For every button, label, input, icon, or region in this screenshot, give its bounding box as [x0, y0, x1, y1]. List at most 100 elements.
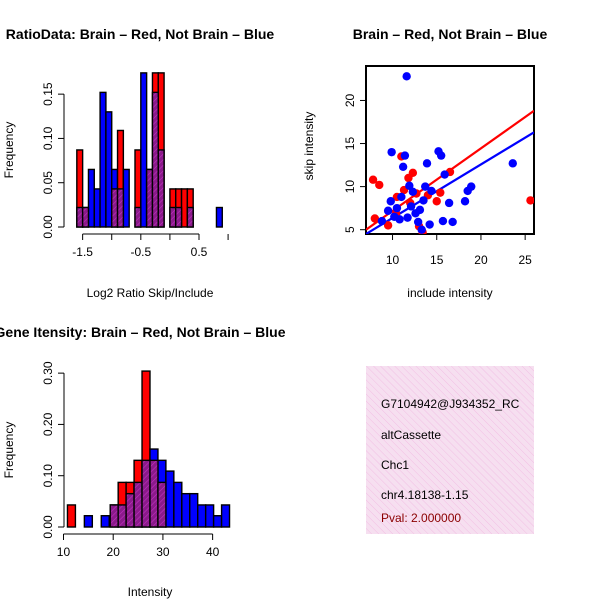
not-brain-point — [422, 159, 432, 168]
not-brain-bar — [87, 168, 95, 228]
not-brain-bar — [189, 492, 199, 528]
not-brain-bar — [181, 492, 191, 528]
info-panel-background — [366, 366, 534, 534]
overlap-bar — [133, 481, 143, 528]
overlap-bar — [141, 459, 151, 528]
info-probe-id: G7104942@J934352_RC — [381, 397, 520, 411]
info-event-type: altCassette — [381, 428, 441, 442]
not-brain-bar — [140, 72, 148, 228]
ratio-histogram-panel: RatioData: Brain – Red, Not Brain – Blue… — [2, 26, 274, 300]
x-tick-label: 25 — [518, 253, 532, 267]
not-brain-point — [415, 205, 425, 215]
brain-bar — [180, 188, 189, 228]
not-brain-point — [402, 72, 411, 81]
not-brain-point — [392, 203, 402, 213]
scatter-xlabel: include intensity — [407, 286, 492, 300]
y-tick-label: 0.00 — [41, 515, 55, 539]
x-tick-label: -1.5 — [72, 245, 93, 259]
not-brain-point — [421, 182, 430, 191]
not-brain-bar — [204, 504, 215, 528]
not-brain-point — [400, 151, 410, 160]
not-brain-bar — [122, 168, 130, 228]
intensity-histogram-title: Gene Itensity: Brain – Red, Not Brain – … — [0, 324, 286, 340]
not-brain-point — [444, 198, 454, 208]
y-tick-label: 0.05 — [41, 171, 55, 195]
y-tick-label: 20 — [343, 93, 357, 107]
overlap-bar — [134, 206, 142, 228]
intensity-histogram-xlabel: Intensity — [128, 585, 173, 599]
x-tick-label: -0.5 — [130, 245, 151, 259]
not-brain-point — [448, 217, 457, 227]
intensity-scatter-panel: Brain – Red, Not Brain – Blue 10 15 20 2551… — [302, 26, 547, 300]
overlap-bar — [116, 188, 125, 228]
not-brain-point — [408, 187, 418, 196]
brain-point — [370, 214, 380, 223]
scatter-axes: 10 15 20 25 5 10 15 20 — [343, 65, 535, 267]
not-brain-point — [438, 216, 448, 226]
overlap-bar — [175, 206, 183, 228]
brain-point — [368, 175, 378, 184]
not-brain-bar — [197, 504, 207, 528]
overlap-bar — [125, 492, 135, 528]
x-tick-label: 10 — [57, 545, 71, 559]
brain-point — [526, 196, 534, 205]
y-tick-label: 0.20 — [41, 412, 55, 436]
not-brain-point — [383, 206, 393, 215]
ratio-histogram-title: RatioData: Brain – Red, Not Brain – Blue — [6, 26, 275, 42]
ratio-histogram-bars — [76, 72, 223, 228]
not-brain-point — [386, 197, 395, 206]
scatter-title: Brain – Red, Not Brain – Blue — [353, 26, 548, 42]
intensity-histogram-axes: 10 20 30 40 0.00 0.10 0.20 0.30 — [41, 361, 220, 559]
overlap-bar — [117, 504, 127, 528]
not-brain-point — [377, 216, 387, 226]
not-brain-point — [397, 192, 406, 202]
x-tick-label: 20 — [107, 545, 121, 559]
not-brain-point — [417, 225, 426, 234]
overlap-bar — [186, 206, 194, 228]
brain-point — [432, 197, 441, 206]
overlap-bar — [145, 168, 154, 228]
not-brain-bar — [93, 188, 101, 228]
brain-point — [408, 168, 418, 178]
y-tick-label: 0.30 — [41, 361, 55, 385]
ratio-histogram-axes: -1.5 -0.5 0.5 0.00 0.05 0.10 0.15 — [41, 82, 229, 259]
x-tick-label: 40 — [206, 545, 220, 559]
not-brain-point — [413, 217, 423, 227]
y-tick-label: 0.15 — [41, 82, 55, 106]
info-panel: G7104942@J934352_RC altCassette Chc1 chr… — [366, 366, 534, 534]
x-tick-label: 30 — [156, 545, 170, 559]
intensity-histogram-ylabel: Frequency — [2, 422, 16, 479]
overlap-bar — [157, 481, 167, 528]
y-tick-label: 15 — [343, 137, 357, 151]
not-brain-point — [467, 182, 476, 191]
not-brain-point — [387, 147, 396, 157]
not-brain-point — [440, 170, 449, 179]
info-pval: Pval: 2.000000 — [381, 511, 461, 525]
overlap-bar — [151, 91, 159, 228]
overlap-bar — [111, 188, 119, 228]
info-gene: Chc1 — [381, 458, 409, 472]
y-tick-label: 0.10 — [41, 464, 55, 488]
overlap-bar — [81, 206, 90, 228]
x-tick-label: 0.5 — [191, 245, 208, 259]
x-tick-label: 15 — [430, 253, 444, 267]
y-tick-label: 10 — [343, 180, 357, 194]
overlap-bar — [169, 206, 177, 228]
ratio-histogram-xlabel: Log2 Ratio Skip/Include — [87, 286, 214, 300]
overlap-bar — [157, 149, 165, 228]
not-brain-bar — [83, 515, 94, 528]
not-brain-point — [403, 213, 412, 222]
not-brain-point — [419, 196, 428, 205]
not-brain-bar — [100, 515, 110, 528]
y-tick-label: 0.10 — [41, 126, 55, 150]
x-tick-label: 10 — [386, 253, 400, 267]
overlap-bar — [109, 504, 119, 528]
scatter-plot-frame — [365, 65, 535, 235]
not-brain-point — [460, 197, 470, 206]
intensity-histogram-bars — [66, 370, 231, 528]
not-brain-point — [508, 159, 517, 168]
info-location: chr4.18138-1.15 — [381, 488, 469, 502]
brain-bar — [66, 504, 77, 528]
not-brain-bar — [215, 206, 223, 228]
